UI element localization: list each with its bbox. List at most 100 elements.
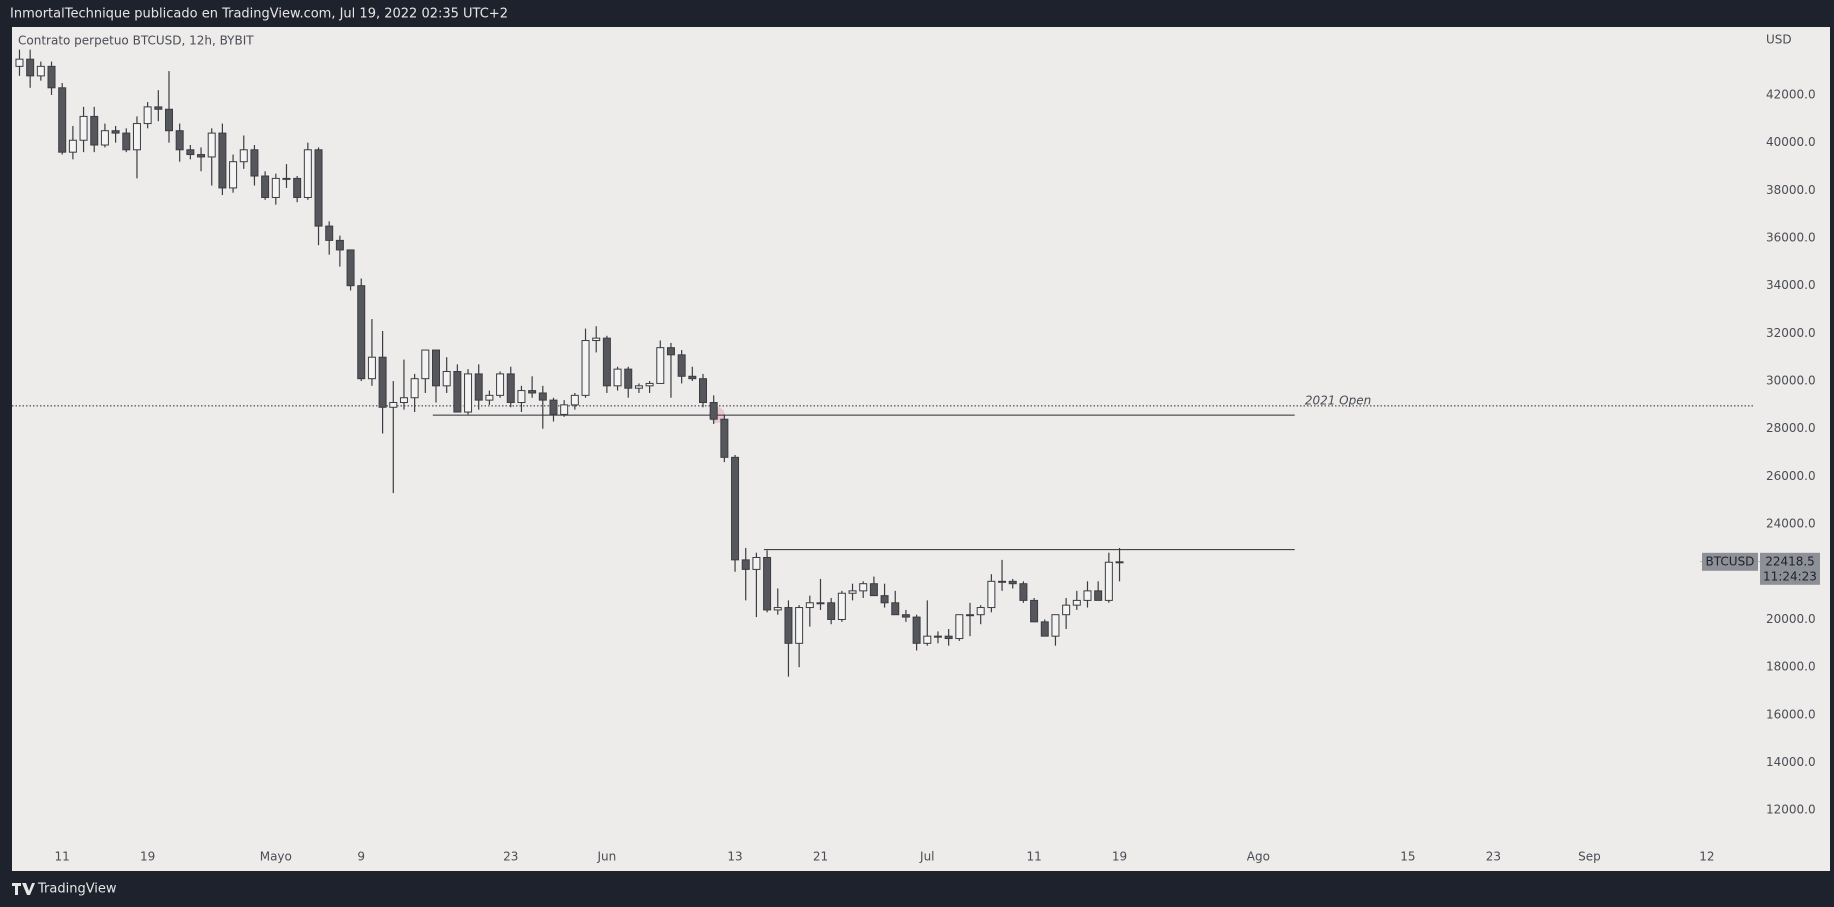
- candle-body: [634, 385, 643, 389]
- candle-body: [1104, 561, 1113, 601]
- candle-body: [1019, 583, 1028, 601]
- candle-body: [837, 592, 846, 620]
- x-tick-label: Jul: [919, 850, 934, 864]
- candle-body: [538, 392, 547, 401]
- y-tick-label: 12000.0: [1766, 803, 1816, 817]
- candle-body: [880, 595, 889, 604]
- chart-area: [12, 27, 1830, 871]
- candle-body: [250, 149, 259, 177]
- x-tick-label: 13: [727, 850, 742, 864]
- candle-body: [68, 139, 77, 153]
- footer-logo: [12, 883, 35, 895]
- candle-body: [314, 149, 323, 227]
- candle-body: [1040, 621, 1049, 637]
- candle-body: [517, 390, 526, 404]
- x-tick-label: 11: [1026, 850, 1041, 864]
- candle-body: [869, 583, 878, 597]
- currency: USD: [1766, 33, 1792, 47]
- candle-body: [731, 456, 740, 561]
- candle-body: [399, 397, 408, 404]
- candle-body: [410, 378, 419, 399]
- candle-body: [677, 354, 686, 377]
- candle-body: [186, 149, 195, 156]
- candle-body: [325, 225, 334, 241]
- candle-body: [506, 373, 515, 404]
- y-tick-label: 30000.0: [1766, 374, 1816, 388]
- candle-body: [111, 130, 120, 134]
- y-tick-label: 20000.0: [1766, 612, 1816, 626]
- candle-body: [645, 382, 654, 387]
- x-tick-label: Ago: [1247, 850, 1270, 864]
- candle-body: [901, 614, 910, 618]
- candle-body: [90, 115, 99, 146]
- y-tick-label: 18000.0: [1766, 660, 1816, 674]
- candle-body: [282, 177, 291, 180]
- x-tick-label: 19: [140, 850, 155, 864]
- x-tick-label: Mayo: [260, 850, 292, 864]
- candle-body: [47, 65, 56, 89]
- candle-body: [1008, 580, 1017, 585]
- candle-body: [154, 106, 163, 110]
- y-tick-label: 26000.0: [1766, 469, 1816, 483]
- y-tick-label: 36000.0: [1766, 231, 1816, 245]
- candle-body: [293, 177, 302, 198]
- candle-body: [164, 108, 173, 132]
- x-tick-label: 11: [55, 850, 70, 864]
- candle-body: [720, 418, 729, 458]
- symbol-box: [1702, 552, 1758, 571]
- countdown: 11:24:23: [1763, 569, 1817, 583]
- candle-body: [496, 373, 505, 396]
- candle-body: [100, 130, 109, 146]
- candle-body: [752, 556, 761, 570]
- candle-body: [955, 614, 964, 640]
- candle-body: [271, 177, 280, 198]
- candle-body: [464, 373, 473, 413]
- footer: TradingView: [37, 882, 117, 897]
- candle-body: [1051, 614, 1060, 637]
- y-tick-label: 40000.0: [1766, 135, 1816, 149]
- candle-body: [15, 58, 24, 67]
- candle-body: [581, 340, 590, 396]
- candle-body: [763, 556, 772, 611]
- candle-body: [602, 337, 611, 387]
- x-tick-label: Sep: [1578, 850, 1601, 864]
- candle-body: [58, 87, 67, 153]
- candle-body: [218, 132, 227, 189]
- candle-body: [1094, 590, 1103, 601]
- candle-body: [976, 607, 985, 616]
- candle-body: [132, 123, 141, 151]
- y-tick-label: 24000.0: [1766, 517, 1816, 531]
- last-price: 22418.5: [1765, 554, 1815, 568]
- candle-body: [998, 580, 1007, 583]
- price-box: [1760, 552, 1820, 585]
- x-tick-label: 9: [357, 850, 365, 864]
- candle-body: [229, 161, 238, 189]
- candle-body: [143, 106, 152, 125]
- candle-body: [378, 356, 387, 408]
- candle-body: [923, 635, 932, 644]
- candle-body: [335, 239, 344, 251]
- candle-body: [933, 635, 942, 638]
- candle-body: [1030, 599, 1039, 623]
- y-tick-label: 16000.0: [1766, 707, 1816, 721]
- candle-body: [346, 249, 355, 287]
- x-tick-label: 23: [1486, 850, 1501, 864]
- candle-body: [1062, 604, 1071, 616]
- y-tick-label: 34000.0: [1766, 278, 1816, 292]
- x-tick-label: 21: [813, 850, 828, 864]
- candle-body: [773, 607, 782, 611]
- candle-body: [891, 602, 900, 616]
- candle-body: [528, 390, 537, 394]
- candle-body: [699, 378, 708, 404]
- candle-body: [357, 285, 366, 380]
- candle-body: [666, 347, 675, 356]
- candle-body: [709, 402, 718, 420]
- candle-body: [389, 402, 398, 408]
- y-tick-label: 28000.0: [1766, 421, 1816, 435]
- candle-body: [122, 132, 131, 151]
- y-tick-label: 42000.0: [1766, 87, 1816, 101]
- x-tick-label: Jun: [597, 850, 617, 864]
- x-tick-label: 23: [503, 850, 518, 864]
